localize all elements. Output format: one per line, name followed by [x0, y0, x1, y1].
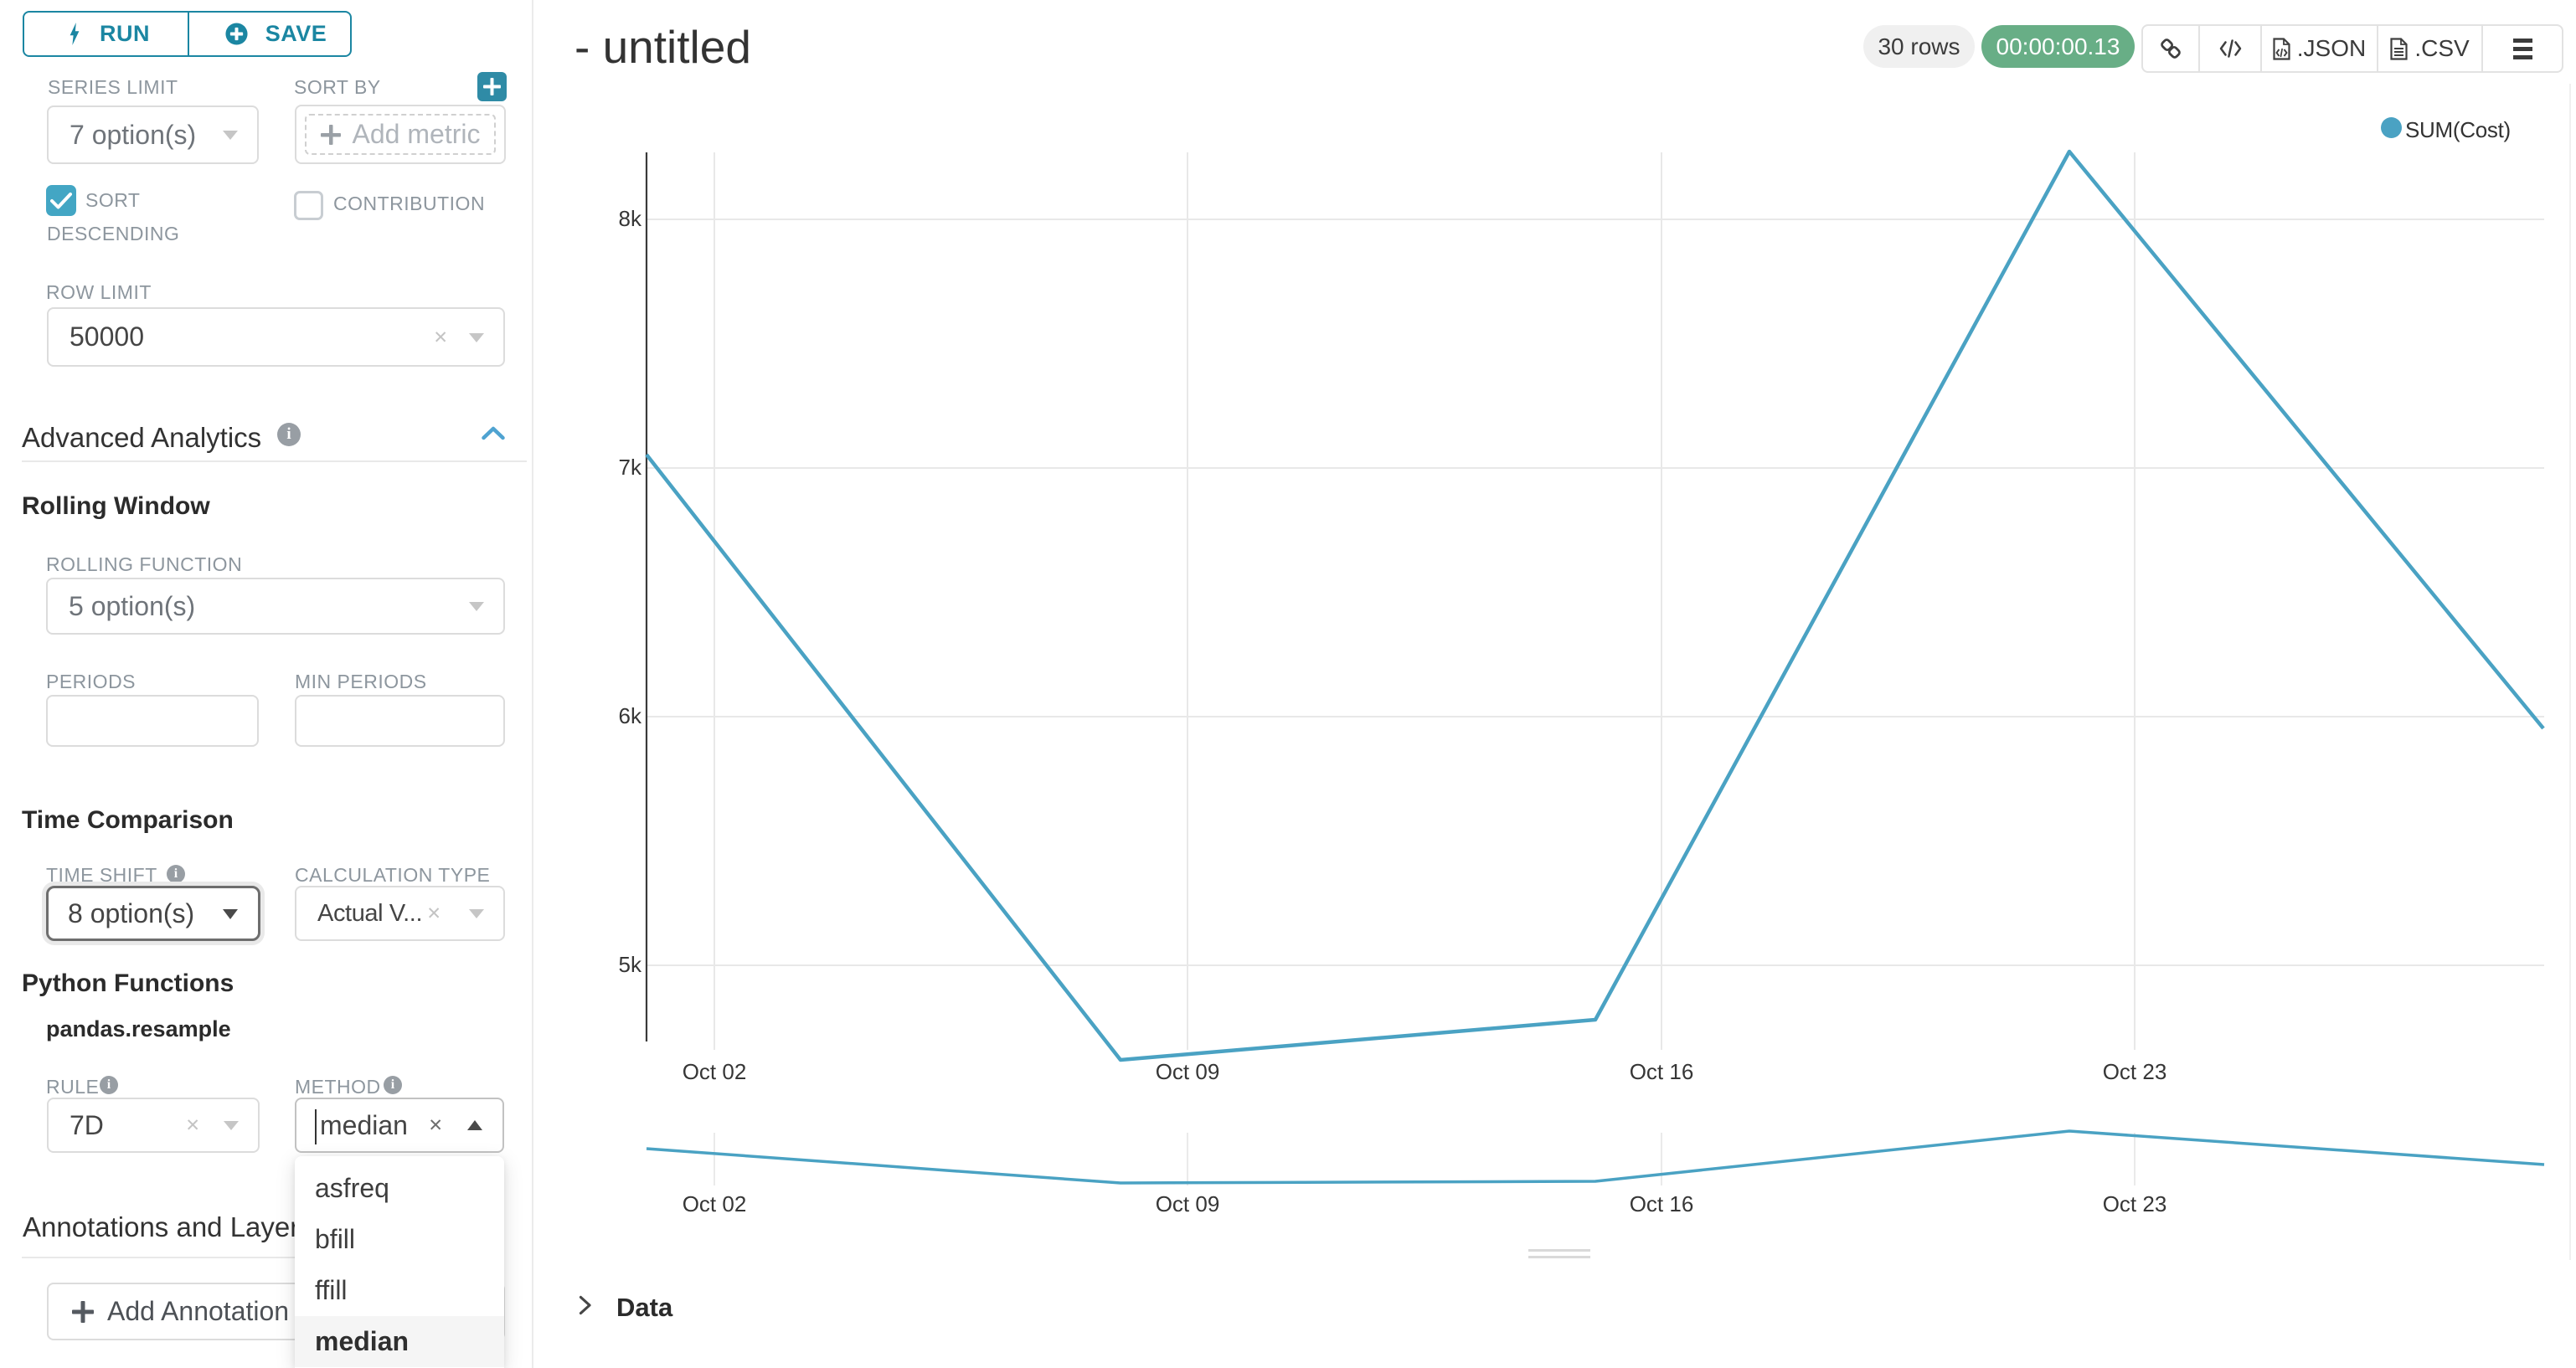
- svg-text:Oct 16: Oct 16: [1630, 1059, 1694, 1084]
- svg-text:5k: 5k: [619, 952, 642, 977]
- svg-text:Oct 23: Oct 23: [2103, 1059, 2167, 1084]
- svg-text:Oct 02: Oct 02: [683, 1191, 747, 1216]
- svg-text:7k: 7k: [619, 455, 642, 480]
- svg-text:Oct 02: Oct 02: [683, 1059, 747, 1084]
- svg-text:6k: 6k: [619, 703, 642, 728]
- svg-text:Oct 23: Oct 23: [2103, 1191, 2167, 1216]
- svg-text:Oct 09: Oct 09: [1156, 1191, 1220, 1216]
- svg-text:Oct 16: Oct 16: [1630, 1191, 1694, 1216]
- svg-text:Oct 09: Oct 09: [1156, 1059, 1220, 1084]
- svg-text:8k: 8k: [619, 206, 642, 231]
